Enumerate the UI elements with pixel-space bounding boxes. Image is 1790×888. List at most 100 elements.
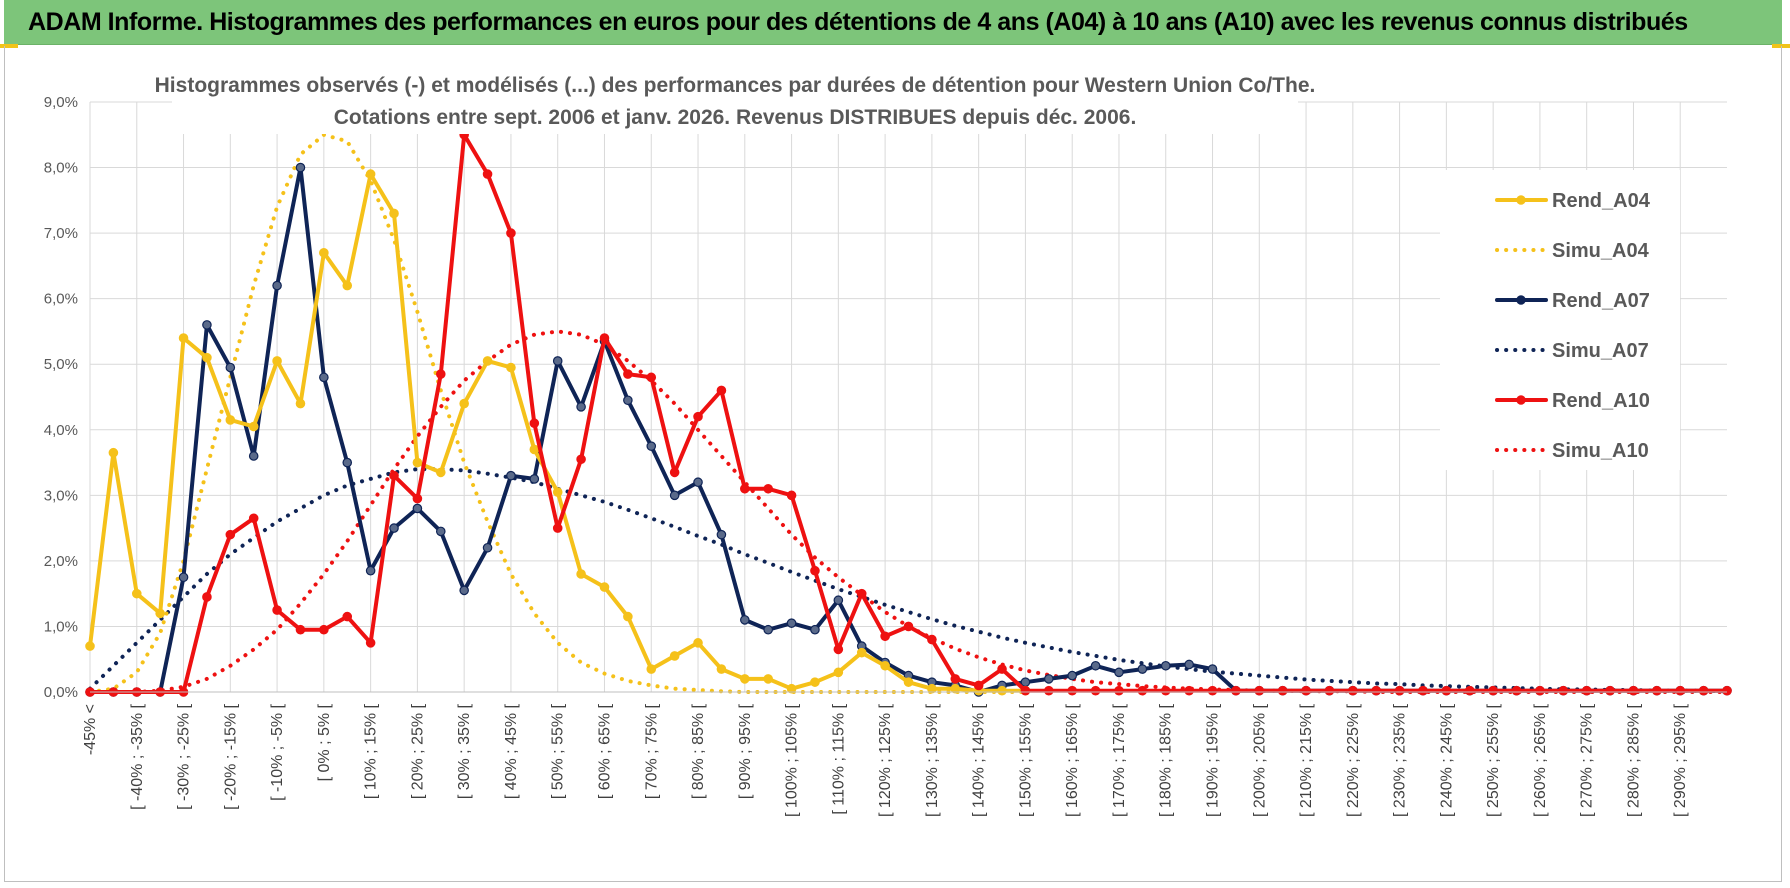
- data-point-rend_a10: [435, 369, 446, 379]
- x-tick-label: [ 270% ; 275% [: [1579, 703, 1596, 817]
- legend-marker-rend_a04: [1516, 195, 1526, 205]
- data-point-rend_a07: [319, 372, 329, 383]
- x-tick-label: [ 90% ; 95% [: [737, 703, 754, 799]
- legend-marker-rend_a10: [1516, 395, 1526, 405]
- x-tick-label: [ -10% ; -5% [: [269, 703, 286, 800]
- legend-label-rend_a10: Rend_A10: [1552, 390, 1650, 412]
- data-point-rend_a10: [950, 674, 961, 684]
- data-point-rend_a10: [1044, 685, 1054, 696]
- x-tick-label: [ -30% ; -25% [: [176, 703, 193, 809]
- data-point-rend_a07: [529, 474, 540, 484]
- data-point-rend_a10: [1581, 685, 1592, 696]
- data-point-rend_a10: [319, 624, 329, 635]
- x-tick-label: [ 30% ; 35% [: [456, 703, 473, 799]
- x-tick-label: [ 260% ; 265% [: [1532, 703, 1549, 817]
- data-point-rend_a10: [1558, 685, 1569, 696]
- x-tick-label: [ 170% ; 175% [: [1111, 703, 1128, 817]
- data-point-rend_a07: [1044, 674, 1054, 684]
- y-tick-label: 4,0%: [44, 422, 78, 439]
- x-tick-label: [ 240% ; 245% [: [1438, 703, 1455, 817]
- x-tick-label: [ -20% ; -15% [: [222, 703, 239, 809]
- data-point-rend_a04: [529, 444, 540, 455]
- data-point-rend_a10: [599, 333, 610, 343]
- data-point-rend_a07: [1207, 664, 1218, 674]
- y-tick-label: 3,0%: [44, 487, 78, 504]
- data-point-rend_a07: [716, 529, 727, 540]
- data-point-rend_a04: [248, 421, 259, 432]
- data-point-rend_a10: [365, 638, 376, 648]
- chart-title-line1: Histogrammes observés (-) et modélisés (…: [155, 74, 1316, 97]
- series-line-simu_a04: [88, 132, 1028, 694]
- x-tick-label: [ 280% ; 285% [: [1625, 703, 1642, 817]
- data-point-rend_a04: [225, 415, 236, 425]
- data-point-rend_a07: [435, 526, 446, 537]
- series-layer: [85, 129, 1732, 697]
- data-point-rend_a07: [365, 565, 376, 576]
- data-point-rend_a04: [155, 608, 165, 619]
- data-point-rend_a10: [1207, 685, 1218, 696]
- data-point-rend_a04: [997, 685, 1007, 696]
- data-point-rend_a04: [623, 611, 633, 622]
- data-point-rend_a04: [295, 398, 306, 409]
- data-point-rend_a10: [669, 467, 680, 478]
- y-tick-label: 2,0%: [44, 553, 78, 570]
- data-point-rend_a07: [482, 542, 493, 553]
- x-tick-label: [ -40% ; -35% [: [129, 703, 146, 809]
- data-point-rend_a04: [599, 582, 610, 592]
- data-point-rend_a10: [1137, 685, 1148, 696]
- data-point-rend_a10: [552, 523, 563, 533]
- data-point-rend_a10: [1067, 685, 1077, 696]
- data-point-rend_a10: [1348, 685, 1358, 696]
- data-point-rend_a10: [786, 490, 797, 501]
- x-tick-label: [ 190% ; 195% [: [1205, 703, 1222, 817]
- data-point-rend_a07: [342, 457, 353, 468]
- data-point-rend_a10: [1184, 685, 1194, 696]
- x-tick-label: [ 230% ; 235% [: [1392, 703, 1409, 817]
- data-point-rend_a10: [973, 680, 984, 691]
- data-point-rend_a07: [225, 362, 236, 373]
- data-point-rend_a07: [623, 395, 633, 406]
- x-tick-label: [ 200% ; 205% [: [1251, 703, 1268, 817]
- y-tick-label: 8,0%: [44, 160, 78, 177]
- data-point-rend_a07: [739, 615, 750, 625]
- data-point-rend_a07: [1160, 660, 1171, 671]
- data-point-rend_a04: [412, 457, 423, 468]
- data-point-rend_a10: [342, 611, 353, 622]
- x-tick-label: [ 100% ; 105% [: [784, 703, 801, 817]
- data-point-rend_a04: [482, 356, 493, 366]
- data-point-rend_a04: [716, 664, 727, 674]
- data-point-rend_a04: [646, 664, 657, 674]
- x-tick-label: [ 210% ; 215% [: [1298, 703, 1315, 817]
- data-point-rend_a07: [248, 451, 259, 461]
- data-point-rend_a04: [178, 333, 189, 343]
- data-point-rend_a10: [856, 588, 867, 599]
- data-point-rend_a04: [810, 677, 820, 687]
- data-point-rend_a10: [202, 592, 212, 602]
- x-tick-label: [ 290% ; 295% [: [1672, 703, 1689, 817]
- legend-label-simu_a04: Simu_A04: [1552, 240, 1650, 262]
- data-point-rend_a10: [1535, 685, 1545, 696]
- data-point-rend_a07: [506, 470, 516, 481]
- x-tick-label: [ 10% ; 15% [: [363, 703, 380, 799]
- data-point-rend_a10: [1394, 685, 1405, 696]
- data-point-rend_a04: [131, 588, 142, 599]
- data-point-rend_a10: [739, 483, 750, 494]
- data-point-rend_a07: [459, 585, 469, 596]
- x-tick-label: [ 140% ; 145% [: [971, 703, 988, 817]
- y-tick-label: 6,0%: [44, 291, 78, 308]
- data-point-rend_a10: [927, 634, 937, 645]
- data-point-rend_a10: [903, 621, 914, 632]
- x-tick-label: [ 150% ; 155% [: [1017, 703, 1034, 817]
- data-point-rend_a04: [693, 638, 703, 648]
- data-point-rend_a10: [1652, 685, 1662, 696]
- data-point-rend_a10: [1114, 685, 1124, 696]
- data-point-rend_a04: [552, 487, 563, 497]
- x-tick-label: [ 0% ; 5% [: [316, 703, 333, 781]
- data-point-rend_a10: [716, 385, 727, 396]
- data-point-rend_a04: [272, 356, 282, 366]
- data-point-rend_a10: [1277, 685, 1288, 696]
- data-point-rend_a07: [412, 503, 423, 514]
- data-point-rend_a10: [1090, 685, 1101, 696]
- data-point-rend_a10: [295, 624, 306, 635]
- data-point-rend_a10: [1488, 685, 1498, 696]
